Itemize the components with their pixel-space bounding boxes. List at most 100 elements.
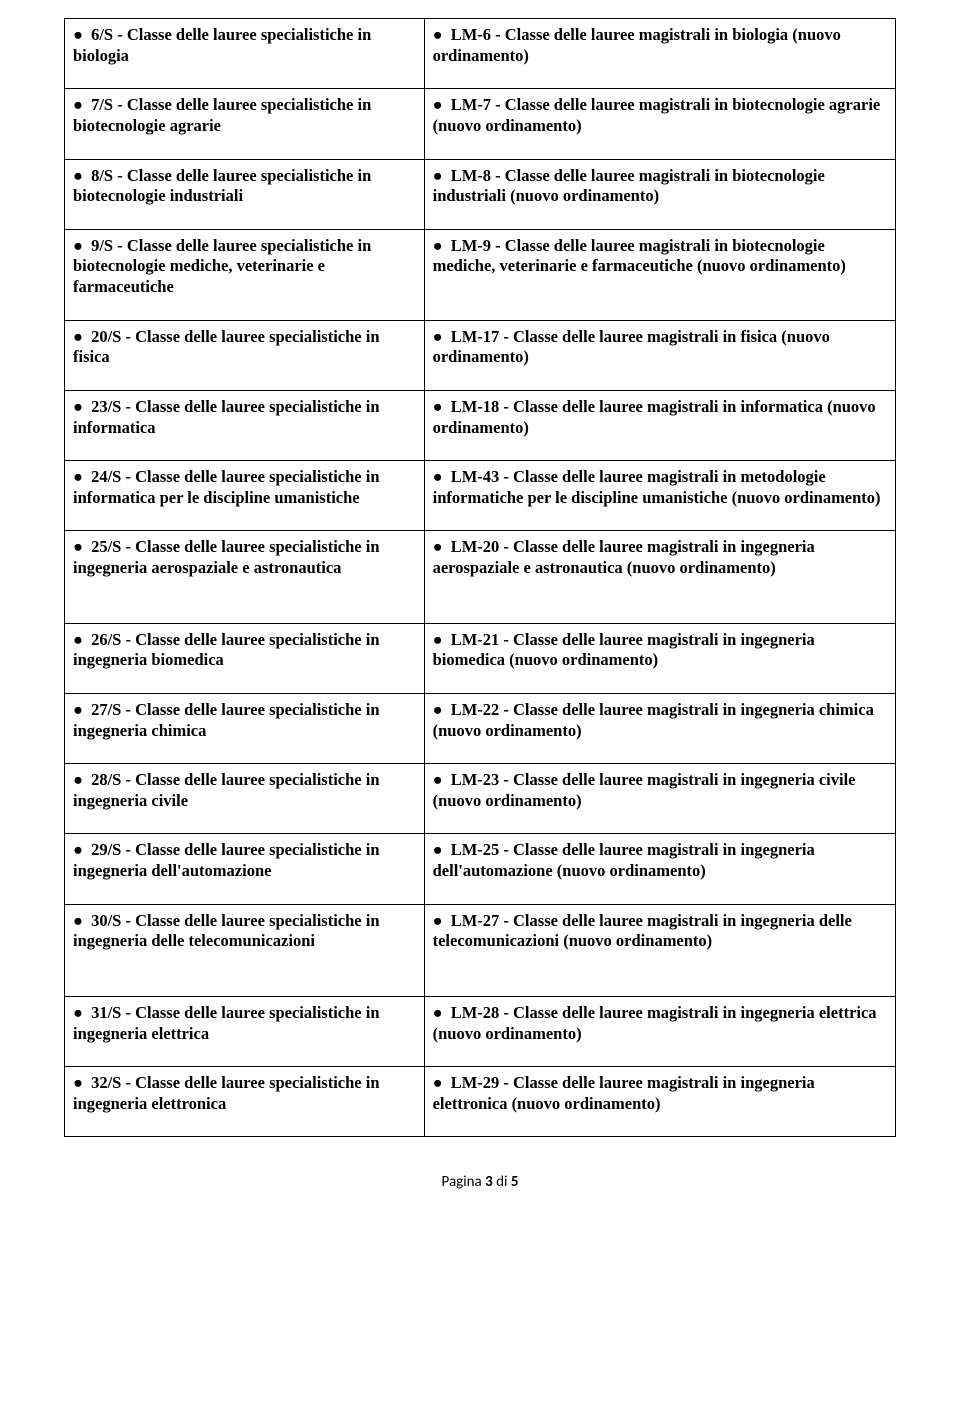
table-row: ● 6/S - Classe delle lauree specialistic…: [65, 19, 896, 89]
bullet-icon: ●: [73, 1003, 87, 1022]
cell-specialistica-text: 26/S - Classe delle lauree specialistich…: [73, 630, 380, 670]
cell-specialistica-text: 27/S - Classe delle lauree specialistich…: [73, 700, 380, 740]
cell-magistrale: ● LM-28 - Classe delle lauree magistrali…: [424, 996, 895, 1066]
table-row: ● 25/S - Classe delle lauree specialisti…: [65, 531, 896, 623]
bullet-icon: ●: [73, 770, 87, 789]
cell-magistrale: ● LM-23 - Classe delle lauree magistrali…: [424, 764, 895, 834]
cell-specialistica-text: 8/S - Classe delle lauree specialistiche…: [73, 166, 371, 206]
table-row: ● 27/S - Classe delle lauree specialisti…: [65, 693, 896, 763]
cell-magistrale: ● LM-20 - Classe delle lauree magistrali…: [424, 531, 895, 623]
bullet-icon: ●: [433, 397, 447, 416]
table-row: ● 20/S - Classe delle lauree specialisti…: [65, 320, 896, 390]
cell-specialistica-text: 24/S - Classe delle lauree specialistich…: [73, 467, 380, 507]
cell-specialistica: ● 29/S - Classe delle lauree specialisti…: [65, 834, 425, 904]
cell-magistrale: ● LM-7 - Classe delle lauree magistrali …: [424, 89, 895, 159]
cell-magistrale: ● LM-6 - Classe delle lauree magistrali …: [424, 19, 895, 89]
cell-specialistica: ● 23/S - Classe delle lauree specialisti…: [65, 390, 425, 460]
table-row: ● 7/S - Classe delle lauree specialistic…: [65, 89, 896, 159]
table-row: ● 28/S - Classe delle lauree specialisti…: [65, 764, 896, 834]
table-row: ● 32/S - Classe delle lauree specialisti…: [65, 1067, 896, 1137]
bullet-icon: ●: [433, 467, 447, 486]
cell-magistrale: ● LM-25 - Classe delle lauree magistrali…: [424, 834, 895, 904]
bullet-icon: ●: [433, 1003, 447, 1022]
table-row: ● 30/S - Classe delle lauree specialisti…: [65, 904, 896, 996]
cell-magistrale: ● LM-22 - Classe delle lauree magistrali…: [424, 693, 895, 763]
footer-current-page: 3: [485, 1173, 493, 1191]
footer-prefix: Pagina: [442, 1173, 486, 1191]
cell-magistrale-text: LM-28 - Classe delle lauree magistrali i…: [433, 1003, 877, 1043]
cell-specialistica: ● 9/S - Classe delle lauree specialistic…: [65, 229, 425, 320]
table-row: ● 24/S - Classe delle lauree specialisti…: [65, 461, 896, 531]
cell-specialistica: ● 8/S - Classe delle lauree specialistic…: [65, 159, 425, 229]
cell-specialistica: ● 26/S - Classe delle lauree specialisti…: [65, 623, 425, 693]
cell-magistrale: ● LM-43 - Classe delle lauree magistrali…: [424, 461, 895, 531]
cell-magistrale: ● LM-29 - Classe delle lauree magistrali…: [424, 1067, 895, 1137]
cell-magistrale: ● LM-21 - Classe delle lauree magistrali…: [424, 623, 895, 693]
bullet-icon: ●: [73, 25, 87, 44]
footer-total-pages: 5: [511, 1173, 519, 1191]
bullet-icon: ●: [73, 840, 87, 859]
bullet-icon: ●: [433, 700, 447, 719]
cell-specialistica-text: 7/S - Classe delle lauree specialistiche…: [73, 95, 371, 135]
cell-specialistica-text: 29/S - Classe delle lauree specialistich…: [73, 840, 380, 880]
bullet-icon: ●: [73, 166, 87, 185]
bullet-icon: ●: [433, 630, 447, 649]
bullet-icon: ●: [73, 630, 87, 649]
footer-sep: di: [493, 1173, 511, 1191]
cell-specialistica: ● 30/S - Classe delle lauree specialisti…: [65, 904, 425, 996]
bullet-icon: ●: [73, 236, 87, 255]
cell-magistrale-text: LM-6 - Classe delle lauree magistrali in…: [433, 25, 841, 65]
page-footer: Pagina 3 di 5: [64, 1173, 896, 1191]
bullet-icon: ●: [433, 1073, 447, 1092]
equivalence-table: ● 6/S - Classe delle lauree specialistic…: [64, 18, 896, 1137]
cell-magistrale-text: LM-23 - Classe delle lauree magistrali i…: [433, 770, 856, 810]
bullet-icon: ●: [73, 95, 87, 114]
bullet-icon: ●: [73, 327, 87, 346]
bullet-icon: ●: [73, 397, 87, 416]
cell-specialistica-text: 6/S - Classe delle lauree specialistiche…: [73, 25, 371, 65]
cell-magistrale-text: LM-43 - Classe delle lauree magistrali i…: [433, 467, 881, 507]
cell-magistrale-text: LM-20 - Classe delle lauree magistrali i…: [433, 537, 815, 577]
bullet-icon: ●: [73, 1073, 87, 1092]
cell-magistrale-text: LM-18 - Classe delle lauree magistrali i…: [433, 397, 876, 437]
cell-specialistica: ● 31/S - Classe delle lauree specialisti…: [65, 996, 425, 1066]
cell-specialistica-text: 28/S - Classe delle lauree specialistich…: [73, 770, 380, 810]
bullet-icon: ●: [433, 840, 447, 859]
cell-specialistica: ● 28/S - Classe delle lauree specialisti…: [65, 764, 425, 834]
bullet-icon: ●: [73, 911, 87, 930]
bullet-icon: ●: [433, 236, 447, 255]
cell-magistrale-text: LM-29 - Classe delle lauree magistrali i…: [433, 1073, 815, 1113]
bullet-icon: ●: [73, 537, 87, 556]
cell-magistrale-text: LM-21 - Classe delle lauree magistrali i…: [433, 630, 815, 670]
cell-specialistica-text: 31/S - Classe delle lauree specialistich…: [73, 1003, 380, 1043]
cell-specialistica-text: 9/S - Classe delle lauree specialistiche…: [73, 236, 371, 296]
cell-specialistica: ● 20/S - Classe delle lauree specialisti…: [65, 320, 425, 390]
bullet-icon: ●: [73, 700, 87, 719]
bullet-icon: ●: [433, 770, 447, 789]
cell-magistrale-text: LM-8 - Classe delle lauree magistrali in…: [433, 166, 825, 206]
cell-magistrale: ● LM-9 - Classe delle lauree magistrali …: [424, 229, 895, 320]
cell-magistrale-text: LM-9 - Classe delle lauree magistrali in…: [433, 236, 846, 276]
cell-specialistica: ● 24/S - Classe delle lauree specialisti…: [65, 461, 425, 531]
cell-specialistica-text: 25/S - Classe delle lauree specialistich…: [73, 537, 380, 577]
table-row: ● 29/S - Classe delle lauree specialisti…: [65, 834, 896, 904]
bullet-icon: ●: [73, 467, 87, 486]
cell-specialistica: ● 6/S - Classe delle lauree specialistic…: [65, 19, 425, 89]
cell-specialistica: ● 27/S - Classe delle lauree specialisti…: [65, 693, 425, 763]
cell-specialistica: ● 32/S - Classe delle lauree specialisti…: [65, 1067, 425, 1137]
table-row: ● 9/S - Classe delle lauree specialistic…: [65, 229, 896, 320]
cell-magistrale: ● LM-18 - Classe delle lauree magistrali…: [424, 390, 895, 460]
bullet-icon: ●: [433, 911, 447, 930]
cell-magistrale: ● LM-27 - Classe delle lauree magistrali…: [424, 904, 895, 996]
cell-specialistica-text: 30/S - Classe delle lauree specialistich…: [73, 911, 380, 951]
table-row: ● 23/S - Classe delle lauree specialisti…: [65, 390, 896, 460]
cell-specialistica-text: 20/S - Classe delle lauree specialistich…: [73, 327, 380, 367]
cell-magistrale-text: LM-25 - Classe delle lauree magistrali i…: [433, 840, 815, 880]
cell-magistrale-text: LM-17 - Classe delle lauree magistrali i…: [433, 327, 830, 367]
bullet-icon: ●: [433, 166, 447, 185]
table-row: ● 8/S - Classe delle lauree specialistic…: [65, 159, 896, 229]
table-row: ● 31/S - Classe delle lauree specialisti…: [65, 996, 896, 1066]
bullet-icon: ●: [433, 95, 447, 114]
cell-specialistica: ● 25/S - Classe delle lauree specialisti…: [65, 531, 425, 623]
table-row: ● 26/S - Classe delle lauree specialisti…: [65, 623, 896, 693]
